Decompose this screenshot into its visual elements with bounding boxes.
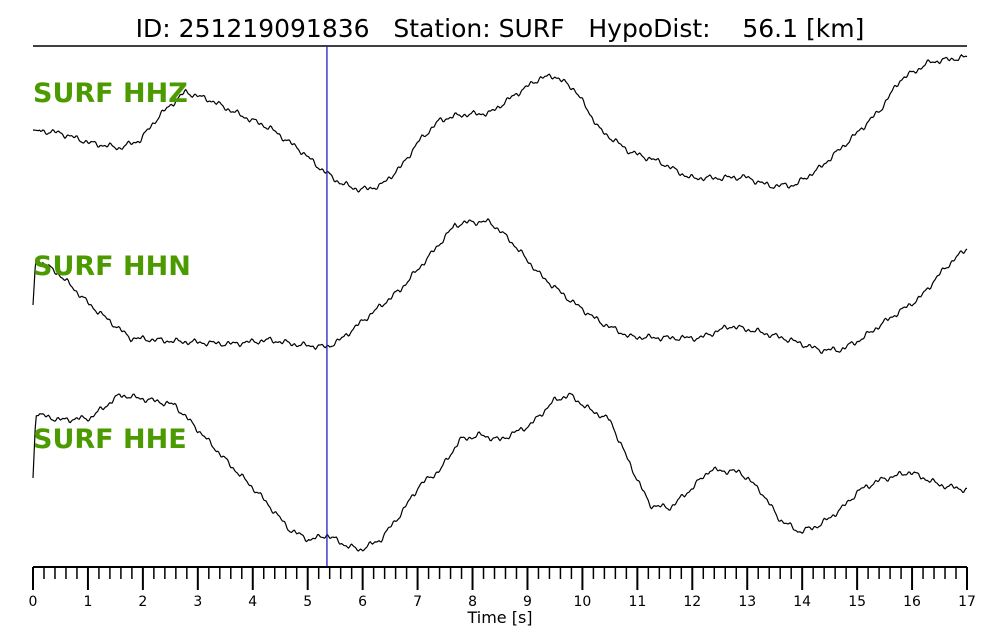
trace-label-hhn: SURF HHN <box>33 251 191 282</box>
trace-label-hhe: SURF HHE <box>33 424 187 455</box>
trace-surf-hhe <box>32 392 967 552</box>
x-tick-label: 16 <box>903 594 921 610</box>
trace-label-hhz: SURF HHZ <box>33 78 188 109</box>
x-tick-label: 11 <box>628 594 646 610</box>
x-tick-label: 13 <box>738 594 756 610</box>
x-tick-label: 2 <box>138 594 147 610</box>
x-tick-label: 1 <box>83 594 92 610</box>
x-tick-label: 15 <box>848 594 866 610</box>
trace-surf-hhz <box>32 54 968 193</box>
x-tick-label: 9 <box>523 594 532 610</box>
trace-labels: SURF HHZ SURF HHN SURF HHE <box>33 78 191 455</box>
x-tick-label: 6 <box>358 594 367 610</box>
chart-title: ID: 251219091836 Station: SURF HypoDist:… <box>136 14 865 43</box>
trace-surf-hhn <box>32 218 968 354</box>
traces <box>32 54 968 552</box>
x-tick-label: 0 <box>29 594 38 610</box>
x-tick-label: 14 <box>793 594 811 610</box>
x-tick-label: 4 <box>248 594 257 610</box>
x-tick-label: 10 <box>573 594 591 610</box>
x-tick-label: 8 <box>468 594 477 610</box>
x-tick-label: 17 <box>958 594 976 610</box>
x-axis: 0 1 2 3 4 5 6 7 8 9 10 11 12 13 14 15 16 17 <box>29 566 976 610</box>
x-axis-label: Time [s] <box>466 608 532 627</box>
x-tick-label: 7 <box>413 594 422 610</box>
x-tick-label: 12 <box>683 594 701 610</box>
x-tick-label: 5 <box>303 594 312 610</box>
x-tick-label: 3 <box>193 594 202 610</box>
